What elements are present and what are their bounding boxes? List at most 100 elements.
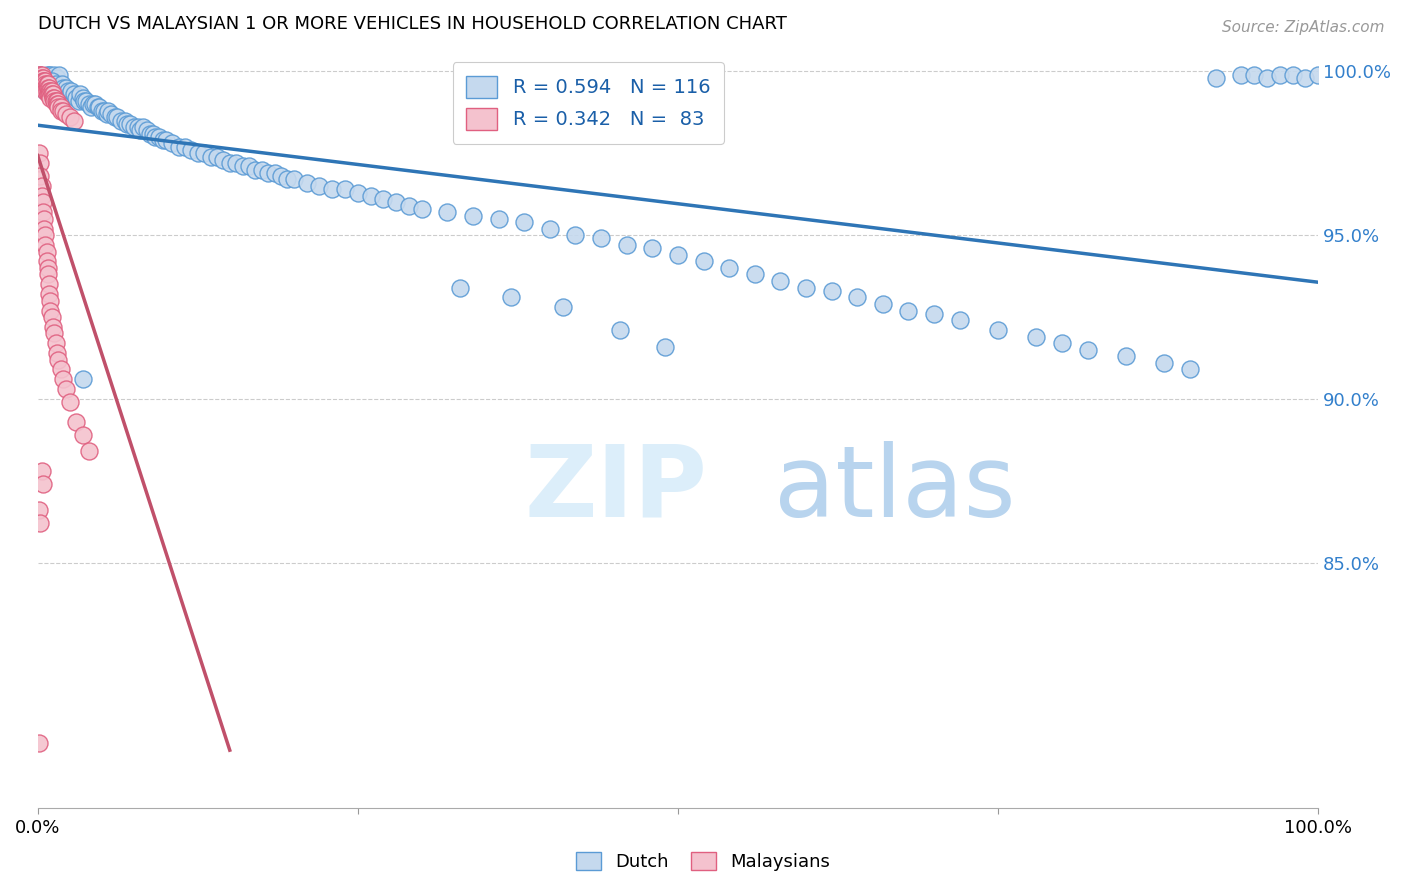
Point [59,110,82,124]
Point [666,248,689,262]
Point [321,182,343,196]
Point [232,160,254,174]
Point [87,100,110,114]
Point [1268,68,1291,82]
Point [270,169,292,184]
Point [31,70,53,85]
Point [59,395,82,409]
Point [45,336,67,351]
Point [31,68,53,82]
Point [32,78,55,92]
Point [135,123,157,137]
Point [45,70,67,85]
Text: ZIP: ZIP [524,441,707,538]
Point [38,80,60,95]
Point [114,113,136,128]
Point [45,97,67,112]
Point [31,477,53,491]
Point [49,84,72,98]
Point [129,123,152,137]
Point [30,156,52,170]
Point [609,323,631,337]
Point [538,221,561,235]
Point [46,80,69,95]
Point [55,382,77,396]
Point [564,228,586,243]
Point [718,260,741,275]
Point [38,68,60,82]
Point [30,70,52,85]
Point [49,103,72,118]
Point [118,117,141,131]
Point [49,362,72,376]
Point [1077,343,1099,357]
Point [35,244,58,259]
Point [32,221,55,235]
Point [200,150,222,164]
Point [31,74,53,88]
Point [820,284,842,298]
Point [44,94,66,108]
Point [122,120,145,134]
Point [32,74,55,88]
Point [110,113,132,128]
Point [41,74,63,88]
Point [42,319,65,334]
Point [30,68,52,82]
Point [42,87,65,102]
Point [55,107,77,121]
Point [308,179,330,194]
Point [411,202,433,216]
Point [62,87,84,102]
Point [167,139,190,153]
Point [1050,336,1073,351]
Point [28,503,51,517]
Point [45,94,67,108]
Point [30,68,52,82]
Point [51,78,73,92]
Point [551,300,574,314]
Point [139,127,162,141]
Point [283,172,305,186]
Point [32,211,55,226]
Point [295,176,318,190]
Legend: Dutch, Malaysians: Dutch, Malaysians [568,845,838,879]
Point [160,136,183,151]
Point [31,70,53,85]
Point [987,323,1010,337]
Point [72,90,94,104]
Point [41,84,63,98]
Point [31,74,53,88]
Point [52,103,75,118]
Point [1256,70,1278,85]
Point [449,280,471,294]
Point [187,146,209,161]
Point [276,172,298,186]
Point [1294,70,1316,85]
Point [39,90,62,104]
Point [73,94,96,108]
Point [30,169,52,184]
Point [32,78,55,92]
Point [1281,68,1303,82]
Point [225,156,247,170]
Point [34,84,56,98]
Point [1308,68,1330,82]
Point [37,260,59,275]
Point [100,107,122,121]
Point [37,80,59,95]
Point [75,94,97,108]
Point [744,268,766,282]
Point [89,100,111,114]
Point [37,268,59,282]
Point [42,70,65,85]
Point [48,68,70,82]
Point [654,340,676,354]
Point [72,428,94,442]
Legend: R = 0.594   N = 116, R = 0.342   N =  83: R = 0.594 N = 116, R = 0.342 N = 83 [453,62,724,144]
Point [55,80,77,95]
Point [373,192,395,206]
Point [37,74,59,88]
Point [28,146,51,161]
Point [591,231,613,245]
